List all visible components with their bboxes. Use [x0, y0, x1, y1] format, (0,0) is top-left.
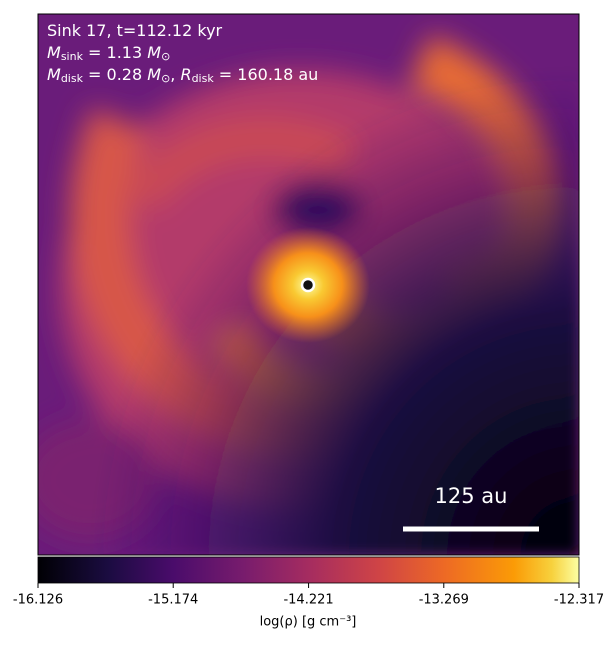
text-part: M — [147, 43, 161, 62]
text-part: R — [180, 65, 191, 84]
text-part: = 160.18 au — [214, 65, 319, 84]
subscript: sink — [61, 50, 84, 63]
tick-label: -15.174 — [148, 593, 198, 608]
sink-marker — [300, 277, 316, 293]
annotation-line: Mdisk = 0.28 M⊙, Rdisk = 160.18 au — [47, 65, 318, 86]
subscript: disk — [61, 72, 84, 85]
text-part: = 1.13 — [83, 43, 147, 62]
colorbar — [37, 556, 580, 584]
tick-label: -13.269 — [419, 593, 469, 608]
annotation-line: Msink = 1.13 M⊙ — [47, 43, 170, 64]
text-part: Sink 17, t=112.12 kyr — [47, 21, 223, 40]
subscript: disk — [192, 72, 215, 85]
subscript: ⊙ — [161, 50, 170, 63]
text-part: M — [47, 43, 61, 62]
tick-label: -14.221 — [283, 593, 333, 608]
text-part: = 0.28 — [83, 65, 147, 84]
subscript: ⊙ — [161, 72, 170, 85]
scale-bar-label: 125 au — [435, 484, 508, 508]
text-part: , — [170, 65, 180, 84]
frame — [37, 13, 580, 556]
density-image — [38, 14, 579, 555]
tick-label: -16.126 — [13, 593, 63, 608]
colorbar-label: log(ρ) [g cm⁻³] — [260, 615, 357, 630]
annotation-line: Sink 17, t=112.12 kyr — [47, 21, 223, 40]
tick-label: -12.317 — [554, 593, 604, 608]
text-part: M — [147, 65, 161, 84]
text-part: M — [47, 65, 61, 84]
